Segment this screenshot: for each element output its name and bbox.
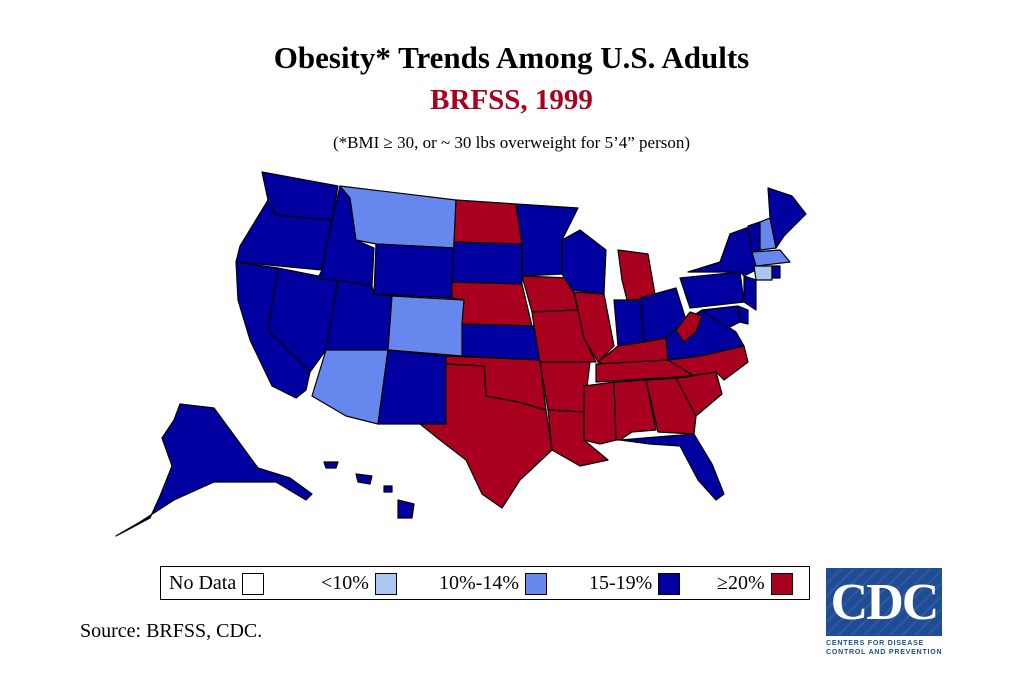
state-ma [751, 249, 791, 267]
legend-swatch-ge20 [770, 572, 793, 595]
legend-swatch-10-14 [524, 572, 547, 595]
legend-item-lt10: <10% [321, 572, 397, 595]
cdc-logo-line1: CENTERS FOR DISEASE [826, 640, 925, 647]
cdc-logo-line2: CONTROL AND PREVENTION [826, 649, 943, 656]
state-ar [539, 361, 591, 413]
page-title: Obesity* Trends Among U.S. Adults [273, 40, 750, 75]
state-sd [451, 241, 523, 285]
state-ne [451, 281, 533, 327]
cdc-logo: CDC CENTERS FOR DISEASE CONTROL AND PREV… [826, 568, 942, 658]
state-pa [679, 271, 745, 309]
state-wy [373, 243, 455, 299]
state-me [767, 187, 807, 249]
state-ga [645, 377, 697, 435]
state-ms [583, 381, 617, 445]
legend-swatch-lt10 [374, 572, 397, 595]
legend-item-ge20: ≥20% [717, 572, 793, 595]
state-co [387, 295, 465, 357]
state-tx [419, 363, 553, 509]
state-nd [453, 199, 523, 245]
state-ak [115, 403, 313, 537]
cdc-logo-letters: CDC [830, 574, 940, 631]
state-ri [771, 265, 781, 279]
state-az [311, 349, 389, 425]
state-hi [323, 461, 415, 519]
source-note: Source: BRFSS, CDC. [80, 620, 263, 642]
legend-item-15-19: 15-19% [589, 572, 681, 595]
state-fl [619, 433, 725, 501]
legend-label-10-14: 10%-14% [439, 572, 519, 594]
legend-label-15-19: 15-19% [589, 572, 653, 594]
legend-swatch-no-data [242, 572, 265, 595]
state-md [701, 305, 741, 329]
state-in [613, 299, 645, 347]
legend-item-10-14: 10%-14% [439, 572, 547, 595]
state-nm [377, 349, 447, 425]
legend-item-no-data: No Data [169, 572, 265, 595]
state-ks [461, 323, 541, 361]
state-mt [339, 185, 457, 249]
us-obesity-map [115, 171, 807, 537]
cdc-logo-box: CDC [826, 568, 942, 636]
page-subtitle: BRFSS, 1999 [430, 84, 593, 116]
state-ny [687, 225, 757, 277]
state-wi [561, 229, 607, 295]
legend-label-lt10: <10% [321, 572, 369, 594]
legend-swatch-15-19 [658, 572, 681, 595]
state-wv [675, 311, 703, 343]
state-nj [743, 275, 757, 311]
bmi-note: (*BMI ≥ 30, or ~ 30 lbs overweight for 5… [332, 133, 691, 152]
legend-label-no-data: No Data [169, 572, 237, 594]
legend-label-ge20: ≥20% [717, 572, 765, 594]
state-ct [753, 265, 773, 281]
legend: No Data <10% 10%-14% 15-19% ≥20% [160, 566, 810, 600]
